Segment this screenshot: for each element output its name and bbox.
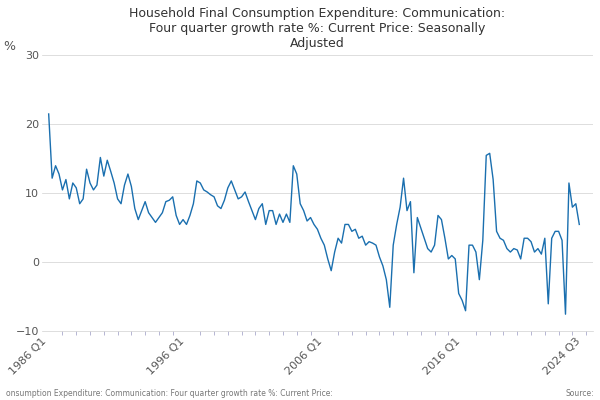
Title: Household Final Consumption Expenditure: Communication:
Four quarter growth rate: Household Final Consumption Expenditure:…: [130, 7, 505, 50]
Text: Source:: Source:: [565, 389, 594, 398]
Text: %: %: [3, 40, 15, 52]
Text: onsumption Expenditure: Communication: Four quarter growth rate %: Current Price: onsumption Expenditure: Communication: F…: [6, 389, 333, 398]
